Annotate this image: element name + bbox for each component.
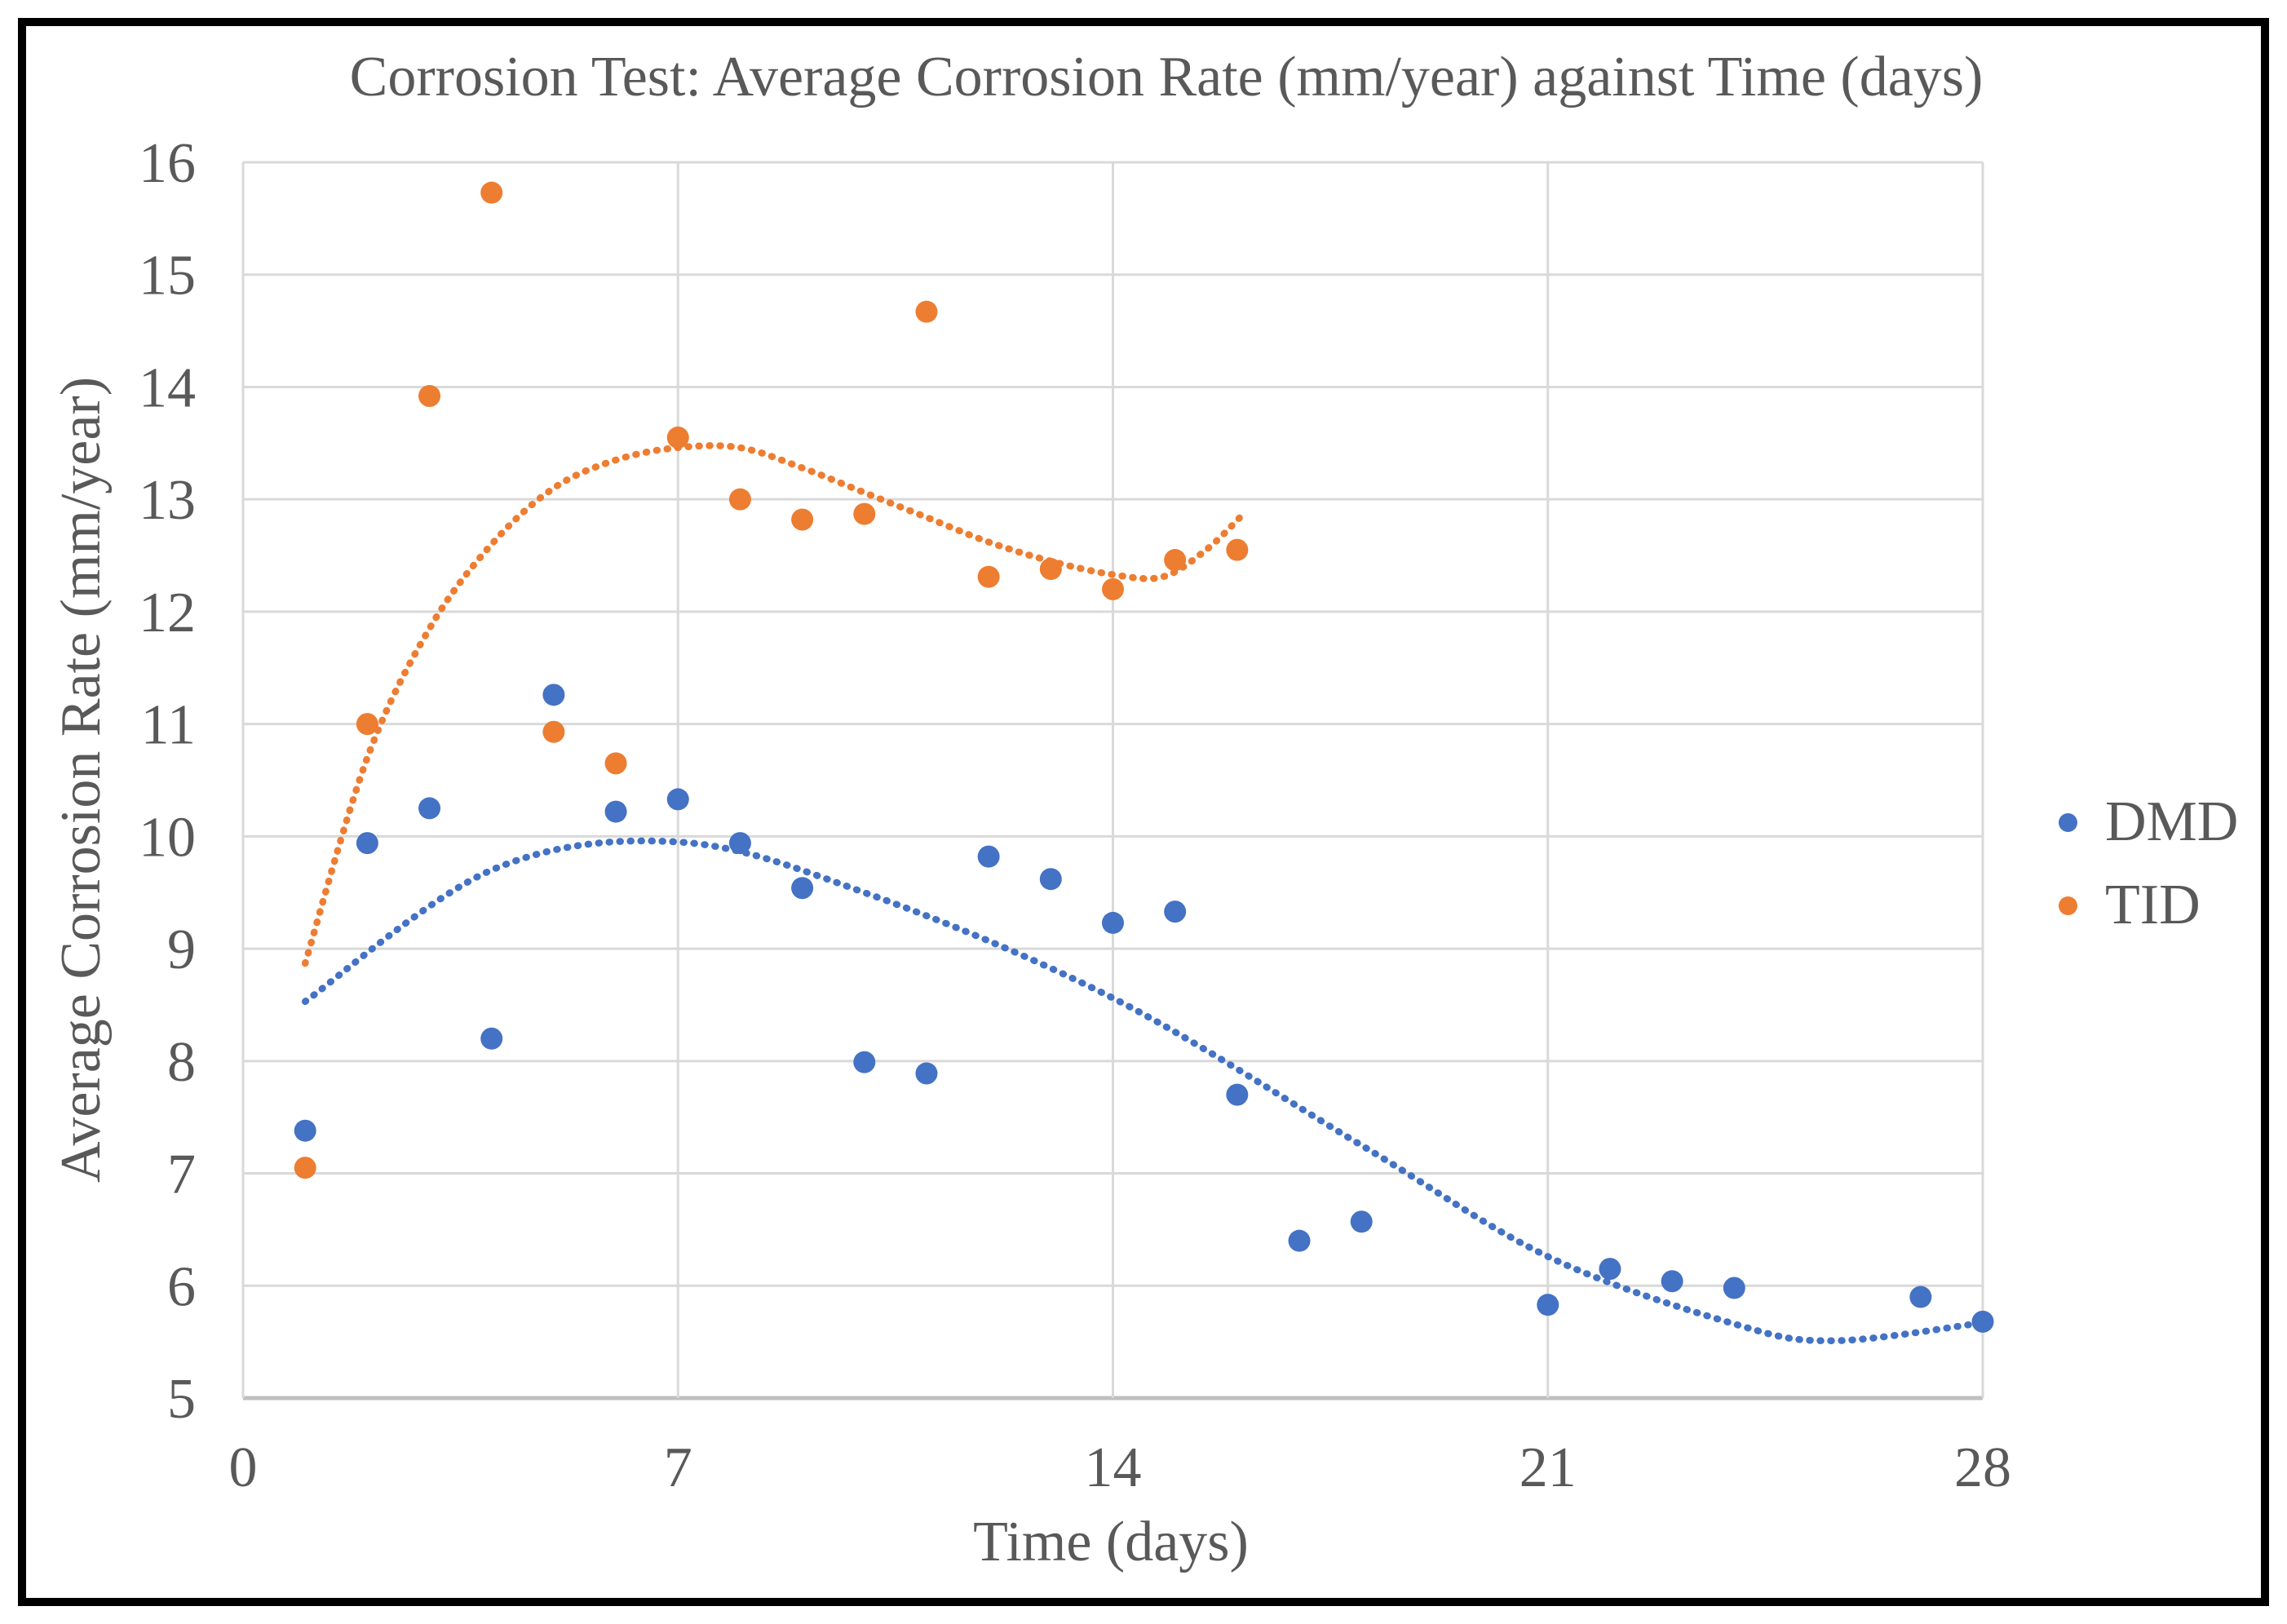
y-tick-label: 10 xyxy=(139,806,196,869)
tid-data-point xyxy=(418,384,441,407)
screenshot-border-frame xyxy=(18,18,2269,1606)
x-tick-label: 0 xyxy=(229,1436,258,1499)
dmd-data-point xyxy=(1039,868,1062,891)
tid-data-point xyxy=(1226,538,1249,561)
dmd-data-point xyxy=(1909,1285,1932,1308)
tid-data-point xyxy=(604,752,627,775)
tid-data-point xyxy=(1164,549,1187,572)
tid-data-point xyxy=(915,300,938,323)
dmd-data-point xyxy=(853,1051,876,1073)
dmd-data-point xyxy=(356,832,378,855)
tid-data-point xyxy=(666,426,689,449)
tid-marker-icon xyxy=(2059,896,2077,915)
x-tick-label: 28 xyxy=(1954,1436,2011,1499)
dmd-data-point xyxy=(1226,1083,1249,1106)
y-tick-label: 16 xyxy=(139,132,196,195)
dmd-data-point xyxy=(604,800,627,823)
dmd-data-point xyxy=(480,1027,503,1050)
tid-data-point xyxy=(294,1157,316,1179)
dmd-data-point xyxy=(1164,901,1187,923)
y-tick-label: 11 xyxy=(141,694,196,757)
tid-data-point xyxy=(728,488,751,511)
tid-data-point xyxy=(791,508,814,531)
dmd-data-point xyxy=(915,1062,938,1085)
tid-data-point xyxy=(1102,577,1124,600)
y-tick-label: 5 xyxy=(167,1368,196,1431)
y-tick-label: 15 xyxy=(139,245,196,308)
y-tick-label: 6 xyxy=(167,1255,196,1318)
tick-labels: 5 6 7 8 9 10 11 12 13 14 15 16 0 7 14 21 28 xyxy=(139,132,2011,1499)
chart-title: Corrosion Test: Average Corrosion Rate (… xyxy=(349,46,1984,108)
x-tick-label: 14 xyxy=(1085,1436,1142,1499)
dmd-data-point xyxy=(1288,1229,1311,1252)
dmd-data-point xyxy=(1971,1310,1994,1333)
dmd-data-point xyxy=(1350,1210,1373,1233)
dmd-data-point xyxy=(1599,1258,1621,1281)
dmd-data-point xyxy=(1661,1270,1683,1293)
y-tick-label: 9 xyxy=(167,918,196,981)
tid-data-point xyxy=(853,502,876,525)
dmd-data-point xyxy=(728,832,751,855)
x-tick-label: 7 xyxy=(664,1436,692,1499)
y-axis-title: Average Corrosion Rate (mm/year) xyxy=(50,376,113,1184)
dmd-trendline xyxy=(301,837,1987,1345)
y-tick-label: 7 xyxy=(167,1144,196,1206)
y-tick-label: 13 xyxy=(139,469,196,532)
legend: DMD TID xyxy=(2059,790,2238,938)
dmd-data-point xyxy=(542,684,565,706)
tid-data-point xyxy=(542,720,565,743)
tid-data-point xyxy=(480,181,503,204)
gridlines xyxy=(241,161,1984,1401)
tid-trendline xyxy=(301,442,1247,967)
dmd-data-point xyxy=(791,877,814,900)
legend-item-dmd: DMD xyxy=(2059,790,2238,855)
y-tick-label: 12 xyxy=(139,582,196,644)
dmd-data-point xyxy=(1537,1294,1559,1316)
dmd-data-point xyxy=(666,788,689,811)
dmd-points xyxy=(294,684,1994,1333)
tid-points xyxy=(294,181,1249,1179)
dmd-data-point xyxy=(418,797,441,820)
dmd-data-point xyxy=(1723,1277,1745,1299)
y-tick-label: 14 xyxy=(139,356,196,419)
dmd-data-point xyxy=(1102,911,1124,934)
legend-label-dmd: DMD xyxy=(2105,790,2239,853)
x-axis-title: Time (days) xyxy=(973,1511,1249,1573)
tid-data-point xyxy=(356,713,378,736)
legend-item-tid: TID xyxy=(2059,873,2238,938)
legend-label-tid: TID xyxy=(2105,874,2201,936)
dmd-marker-icon xyxy=(2059,812,2077,832)
y-tick-label: 8 xyxy=(167,1031,196,1094)
tid-data-point xyxy=(977,565,1000,588)
dmd-data-point xyxy=(977,845,1000,868)
x-tick-label: 21 xyxy=(1520,1436,1577,1499)
tid-data-point xyxy=(1039,558,1062,581)
dmd-data-point xyxy=(294,1119,316,1142)
